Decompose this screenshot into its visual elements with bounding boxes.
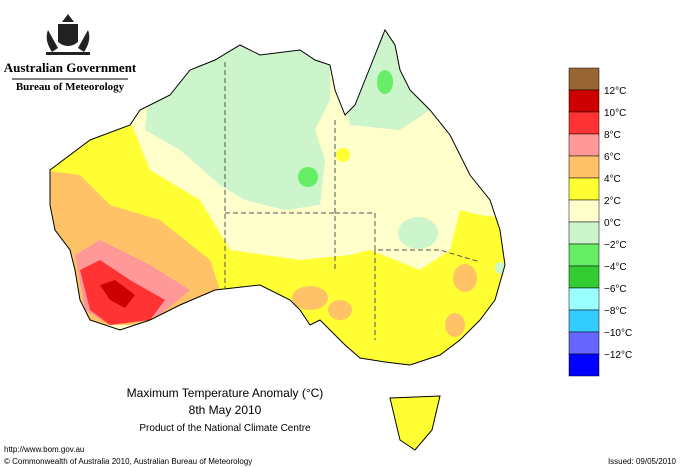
legend: 12°C 10°C 8°C 6°C 4°C 2°C 0°C −2°C −4°C −6°C −8°C −… bbox=[568, 67, 632, 377]
legend-swatch bbox=[568, 221, 600, 245]
legend-swatch bbox=[568, 177, 600, 201]
legend-swatch bbox=[568, 243, 600, 267]
legend-label: 0°C bbox=[604, 218, 621, 229]
footer-copyright: © Commonwealth of Australia 2010, Austra… bbox=[4, 457, 252, 466]
legend-swatch bbox=[568, 287, 600, 311]
legend-swatch bbox=[568, 199, 600, 223]
legend-swatch bbox=[568, 89, 600, 113]
map-title: Maximum Temperature Anomaly (°C) bbox=[127, 386, 324, 400]
footer-issued: Issued: 09/05/2010 bbox=[608, 457, 677, 466]
government-name: Australian Government bbox=[4, 60, 137, 75]
bureau-name: Bureau of Meteorology bbox=[16, 81, 125, 93]
legend-swatch bbox=[568, 155, 600, 179]
legend-label: 12°C bbox=[604, 86, 626, 97]
legend-label: −8°C bbox=[604, 306, 627, 317]
legend-swatch bbox=[568, 67, 600, 91]
legend-label: −4°C bbox=[604, 262, 627, 273]
footer-url: http://www.bom.gov.au bbox=[4, 445, 84, 454]
coastline bbox=[49, 28, 506, 366]
map-credit: Product of the National Climate Centre bbox=[139, 423, 311, 434]
legend-swatch bbox=[568, 111, 600, 135]
legend-swatch bbox=[568, 331, 600, 355]
legend-label: −10°C bbox=[604, 328, 632, 339]
legend-label: 2°C bbox=[604, 196, 621, 207]
state-borders bbox=[224, 62, 481, 340]
legend-label: −2°C bbox=[604, 240, 627, 251]
legend-label: 6°C bbox=[604, 152, 621, 163]
map-date: 8th May 2010 bbox=[189, 403, 262, 417]
legend-label: −6°C bbox=[604, 284, 627, 295]
legend-swatch bbox=[568, 133, 600, 157]
tasmania bbox=[389, 395, 441, 451]
legend-label: 10°C bbox=[604, 108, 626, 119]
legend-swatch bbox=[568, 265, 600, 289]
legend-label: −12°C bbox=[604, 350, 632, 361]
legend-label: 8°C bbox=[604, 130, 621, 141]
legend-label: 4°C bbox=[604, 174, 621, 185]
legend-swatch bbox=[568, 309, 600, 333]
coat-of-arms bbox=[46, 14, 90, 55]
legend-swatch bbox=[568, 353, 600, 377]
